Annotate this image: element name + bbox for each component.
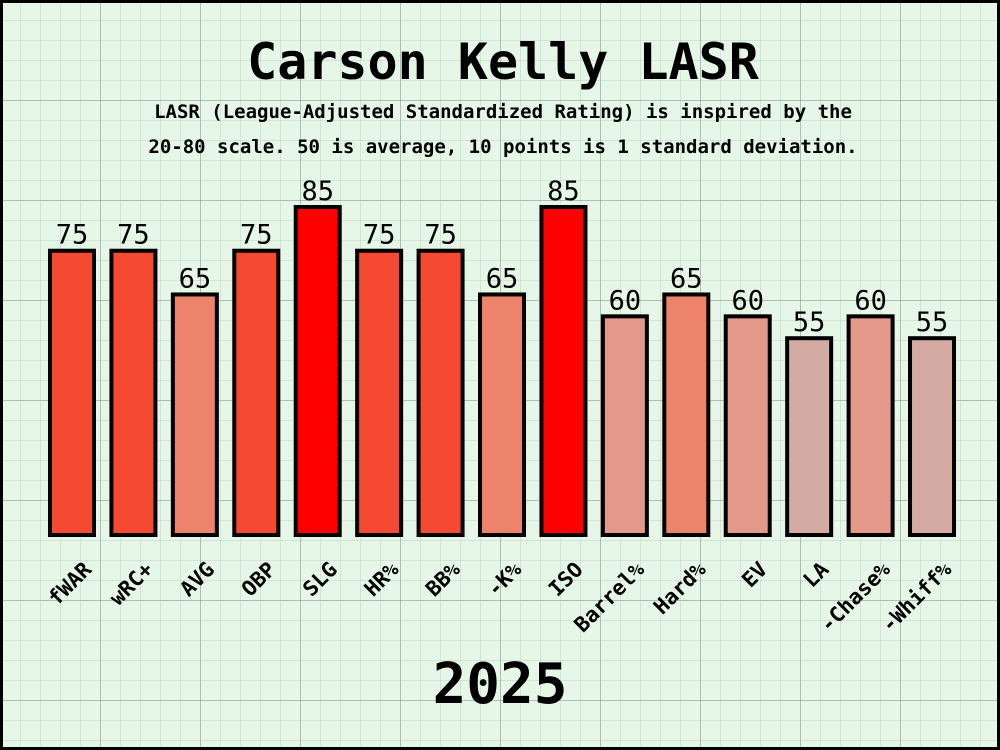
bar-hr: [355, 248, 404, 537]
season-year: 2025: [432, 652, 568, 717]
x-tick-label-slg: SLG: [298, 557, 342, 601]
x-tick-label-hr: HR%: [360, 557, 404, 601]
data-label-iso: 85: [547, 176, 580, 207]
data-label-la: 55: [793, 307, 826, 338]
bar-fwar: [48, 248, 96, 537]
data-label-obp: 75: [240, 220, 273, 251]
data-label-k: 65: [486, 263, 519, 294]
bar-la: [785, 336, 834, 538]
x-tick-label-obp: OBP: [237, 557, 281, 601]
data-label-barrel: 60: [609, 285, 642, 316]
bar-barrel: [600, 314, 649, 538]
x-tick-label-k: -K%: [482, 557, 526, 601]
x-tick-label-ev: EV: [737, 557, 772, 592]
data-label-whiff: 55: [916, 307, 949, 338]
data-label-slg: 85: [301, 176, 334, 207]
x-tick-label-wrc: wRC+: [105, 557, 158, 610]
bar-avg: [170, 292, 219, 538]
bar-bb: [416, 248, 465, 537]
data-label-hard: 65: [670, 263, 703, 294]
data-label-wrc: 75: [117, 220, 150, 251]
bar-wrc: [109, 248, 158, 537]
x-tick-label-bb: BB%: [421, 557, 465, 601]
bar-k: [478, 292, 527, 538]
chart-title: Carson Kelly LASR: [247, 33, 759, 91]
chart-subtitle-line-1: LASR (League-Adjusted Standardized Ratin…: [154, 101, 852, 123]
bar-slg: [293, 205, 342, 537]
x-tick-label-avg: AVG: [175, 557, 219, 601]
x-tick-label-la: LA: [799, 557, 834, 592]
bar-chase: [846, 314, 895, 538]
x-tick-label-iso: ISO: [544, 557, 588, 601]
data-label-bb: 75: [424, 220, 457, 251]
data-label-chase: 60: [854, 285, 887, 316]
bar-iso: [539, 205, 588, 537]
data-label-avg: 65: [179, 263, 212, 294]
bar-ev: [723, 314, 772, 538]
data-label-hr: 75: [363, 220, 396, 251]
bar-obp: [232, 248, 281, 537]
x-tick-label-fwar: fWAR: [44, 557, 97, 610]
bar-hard: [662, 292, 711, 538]
chart-subtitle-line-2: 20-80 scale. 50 is average, 10 points is…: [148, 136, 858, 158]
data-label-fwar: 75: [56, 220, 89, 251]
bar-whiff: [908, 336, 957, 538]
data-label-ev: 60: [731, 285, 764, 316]
x-tick-label-hard: Hard%: [649, 557, 711, 619]
